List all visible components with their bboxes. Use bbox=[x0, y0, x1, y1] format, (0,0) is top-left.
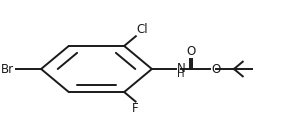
Text: N: N bbox=[177, 62, 186, 75]
Text: O: O bbox=[186, 45, 196, 58]
Text: F: F bbox=[132, 102, 139, 115]
Text: Cl: Cl bbox=[136, 23, 148, 36]
Text: O: O bbox=[211, 63, 220, 75]
Text: Br: Br bbox=[1, 63, 15, 75]
Text: H: H bbox=[177, 69, 185, 79]
